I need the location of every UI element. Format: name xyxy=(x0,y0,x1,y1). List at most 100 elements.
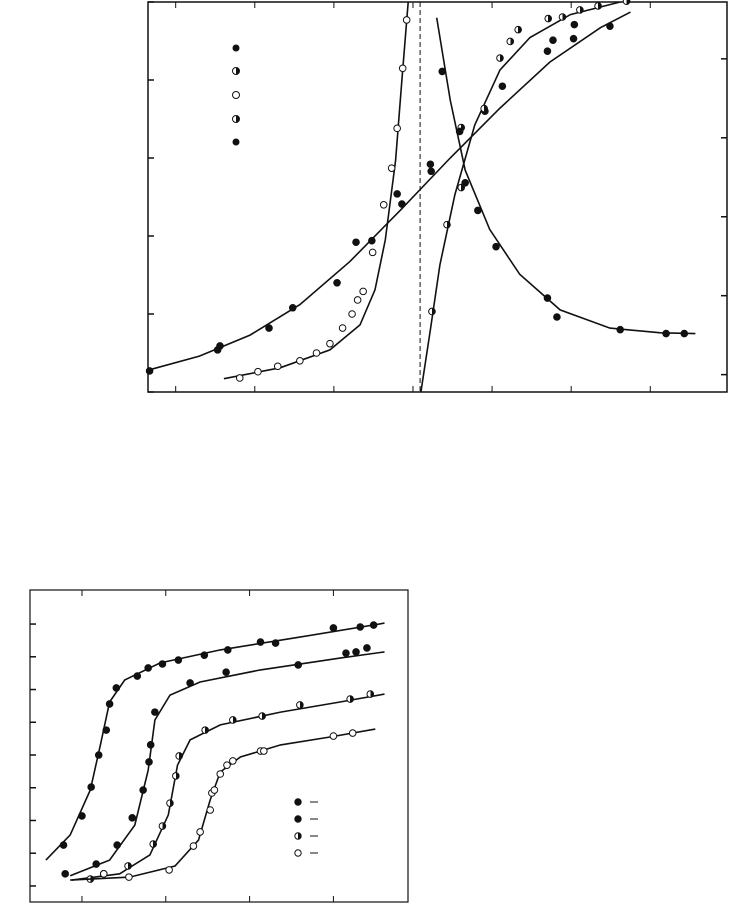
legend-marker xyxy=(294,815,302,823)
data-point xyxy=(172,772,180,780)
data-point xyxy=(366,690,375,698)
data-point xyxy=(353,296,362,304)
fit-curve xyxy=(71,693,385,881)
legend-marker xyxy=(294,849,302,857)
data-point xyxy=(379,201,388,209)
data-point xyxy=(549,36,557,45)
data-point xyxy=(149,840,158,848)
data-point xyxy=(363,644,371,652)
data-point xyxy=(387,164,396,172)
data-point xyxy=(216,342,224,350)
data-point xyxy=(543,294,552,302)
legend-marker xyxy=(232,67,240,75)
data-point xyxy=(616,325,625,334)
data-point xyxy=(113,841,121,849)
data-point xyxy=(426,160,435,169)
data-point xyxy=(139,786,147,794)
data-point xyxy=(146,741,155,749)
data-point xyxy=(543,47,552,55)
data-point xyxy=(92,860,101,868)
data-point xyxy=(125,873,133,881)
data-point xyxy=(398,200,406,208)
data-point xyxy=(553,313,561,321)
data-point xyxy=(133,672,142,680)
data-point xyxy=(326,339,334,348)
data-point xyxy=(273,362,282,371)
data-point xyxy=(206,806,214,814)
data-point xyxy=(112,684,121,692)
data-point xyxy=(59,841,68,849)
data-point xyxy=(128,814,137,822)
legend xyxy=(294,798,318,857)
data-point xyxy=(544,14,553,23)
data-point xyxy=(356,623,365,631)
data-point xyxy=(271,639,280,647)
data-point xyxy=(145,758,153,766)
data-point xyxy=(369,621,378,629)
data-point xyxy=(265,324,273,332)
data-point xyxy=(680,329,689,338)
data-point xyxy=(368,248,377,257)
data-point xyxy=(506,37,515,46)
data-point xyxy=(352,238,360,247)
data-point xyxy=(145,367,154,375)
data-point xyxy=(258,712,266,720)
data-point xyxy=(474,206,482,215)
data-point xyxy=(402,16,411,24)
data-point xyxy=(186,679,194,687)
fit-curve xyxy=(223,1,409,380)
fit-curve xyxy=(70,728,376,881)
legend-marker xyxy=(232,138,240,146)
data-point xyxy=(576,6,584,14)
data-point xyxy=(455,127,464,136)
data-point xyxy=(294,661,303,669)
data-point xyxy=(570,20,579,29)
data-point xyxy=(224,646,232,654)
data-point xyxy=(78,812,86,820)
data-point xyxy=(496,54,504,62)
plot-frame xyxy=(147,1,728,393)
data-point xyxy=(87,783,95,791)
data-point xyxy=(393,190,401,198)
data-point xyxy=(428,307,436,316)
data-point xyxy=(329,732,338,740)
data-point xyxy=(348,310,356,318)
legend-marker xyxy=(232,91,240,99)
legend-marker xyxy=(294,832,302,840)
data-point xyxy=(158,822,167,830)
data-point xyxy=(359,287,367,296)
data-point xyxy=(514,25,522,34)
data-point xyxy=(296,357,304,365)
data-point xyxy=(498,82,507,91)
data-point xyxy=(329,624,338,632)
data-point xyxy=(99,870,108,878)
data-point xyxy=(260,747,268,755)
plot-frame xyxy=(29,589,409,903)
data-point xyxy=(492,242,500,251)
data-point xyxy=(124,862,132,870)
data-point xyxy=(144,664,152,672)
data-point xyxy=(606,22,614,30)
data-point xyxy=(235,374,244,382)
legend-marker xyxy=(294,798,302,806)
fit-curve xyxy=(420,1,621,393)
data-point xyxy=(427,167,435,176)
data-point xyxy=(105,700,114,708)
data-point xyxy=(438,67,447,76)
data-point xyxy=(662,329,670,338)
data-point xyxy=(196,828,204,836)
data-point xyxy=(229,757,237,765)
legend xyxy=(232,44,240,146)
legend-marker xyxy=(232,44,240,52)
data-point xyxy=(216,770,225,778)
data-point xyxy=(201,726,209,734)
data-point xyxy=(312,349,321,357)
fit-curve xyxy=(147,11,631,371)
data-point xyxy=(333,279,341,287)
data-point xyxy=(569,34,578,43)
data-point xyxy=(296,701,304,709)
data-point xyxy=(189,842,198,850)
data-point xyxy=(102,726,111,734)
